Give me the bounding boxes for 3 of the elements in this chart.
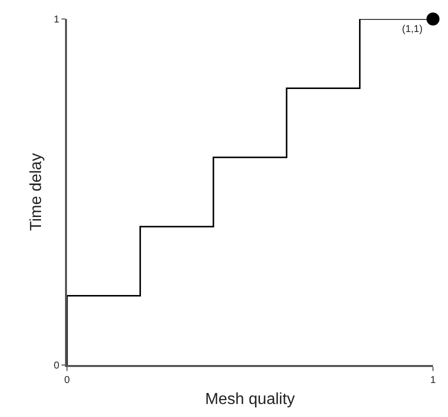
y-axis-title: Time delay xyxy=(28,153,46,231)
annotation: (1,1) xyxy=(402,24,423,35)
x-axis-title: Mesh quality xyxy=(205,390,295,408)
